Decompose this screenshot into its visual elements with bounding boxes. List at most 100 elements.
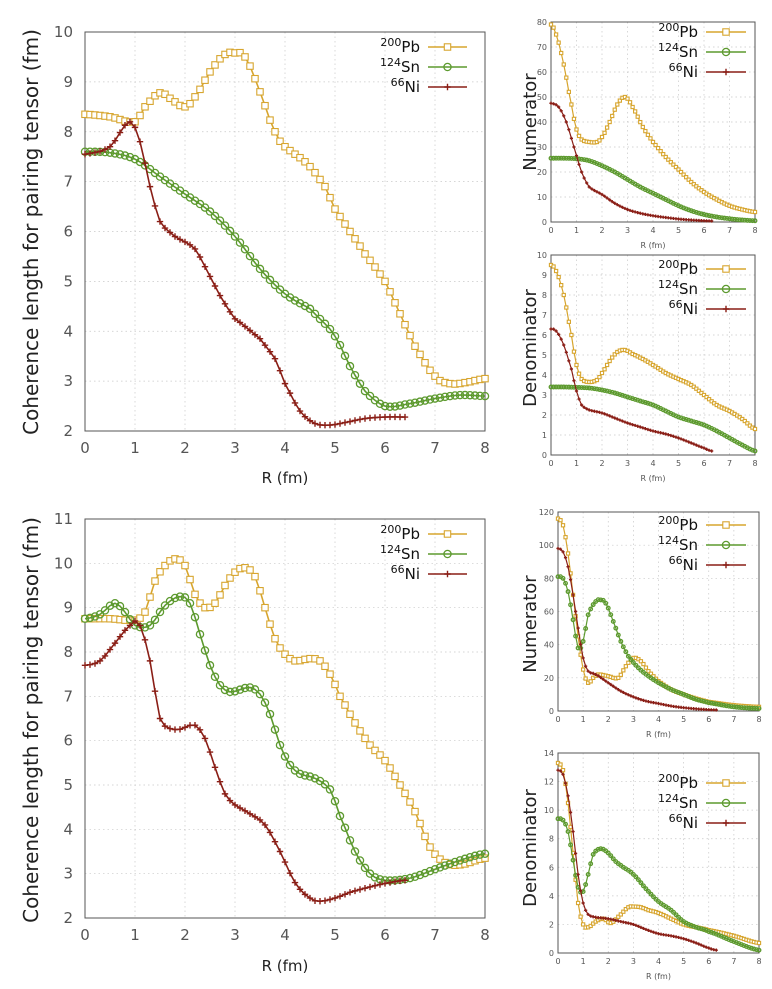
data-point	[697, 444, 701, 448]
data-point	[553, 384, 559, 390]
data-point	[597, 191, 602, 195]
data-point	[588, 606, 594, 612]
data-point	[583, 676, 588, 681]
data-point	[588, 861, 594, 867]
data-point	[562, 343, 566, 347]
data-point	[721, 702, 727, 708]
data-point	[216, 292, 224, 299]
data-point	[580, 922, 586, 927]
data-point	[570, 857, 576, 863]
y-tick-label: 10	[537, 193, 547, 202]
data-point	[226, 308, 234, 315]
series-200Pb	[548, 22, 758, 215]
data-point	[699, 445, 704, 449]
x-tick-label: 7	[731, 715, 736, 724]
data-point	[85, 613, 95, 623]
legend-mass: 124	[658, 534, 679, 547]
data-point	[86, 661, 94, 668]
data-point	[699, 211, 704, 217]
data-point	[161, 722, 169, 730]
data-point	[310, 774, 320, 783]
y-axis-label: Numerator	[520, 575, 541, 673]
data-point	[584, 664, 588, 668]
data-point	[580, 667, 586, 672]
data-point	[559, 50, 564, 56]
data-point	[565, 829, 571, 835]
data-point	[756, 947, 762, 953]
data-point	[220, 685, 230, 695]
data-point	[731, 939, 737, 945]
data-point	[445, 859, 455, 869]
data-point	[640, 399, 646, 405]
data-point	[608, 414, 612, 418]
data-point	[421, 832, 429, 841]
data-point	[435, 393, 445, 402]
data-point	[568, 578, 573, 582]
legend-marker	[721, 798, 731, 808]
data-point	[559, 337, 563, 341]
data-point	[311, 168, 319, 177]
y-tick-label: 3	[542, 391, 547, 400]
data-point	[621, 909, 626, 914]
data-point	[480, 391, 490, 401]
panel-top-denominator: 0 1 2 3 4 5 6 7 8 0 1 2 3 4 5 6 7 8 9 10 R (fm) Denominator 20…	[520, 251, 758, 483]
data-point	[116, 129, 124, 136]
data-point	[551, 155, 556, 161]
data-point	[635, 877, 641, 883]
data-point	[296, 407, 304, 415]
data-point	[185, 598, 195, 608]
data-point	[360, 386, 370, 396]
data-point	[565, 589, 571, 595]
x-tick-label: 5	[330, 439, 340, 457]
data-point	[569, 332, 574, 338]
data-point	[582, 405, 586, 410]
data-point	[141, 608, 149, 616]
data-point	[558, 518, 563, 523]
data-point	[595, 190, 599, 194]
data-point	[694, 443, 698, 447]
data-point	[551, 102, 556, 106]
y-tick-label: 0	[549, 707, 554, 716]
data-point	[180, 593, 190, 602]
data-point	[568, 824, 573, 830]
legend-label: 124Sn	[658, 534, 698, 554]
data-point	[630, 104, 635, 110]
legend-label: 66Ni	[391, 76, 420, 96]
data-point	[707, 448, 711, 452]
data-point	[681, 172, 686, 177]
data-point	[597, 374, 602, 380]
data-point	[563, 580, 568, 586]
data-point	[300, 771, 310, 780]
data-point	[115, 150, 125, 159]
y-tick-label: 7	[542, 311, 547, 320]
x-tick-label: 2	[606, 957, 611, 966]
data-point	[678, 690, 684, 696]
data-point	[350, 847, 360, 856]
data-point	[556, 384, 562, 390]
data-point	[610, 619, 616, 624]
data-point	[699, 943, 703, 947]
data-point	[391, 878, 399, 885]
y-tick-label: 120	[539, 508, 554, 517]
data-point	[602, 194, 607, 198]
data-point	[691, 419, 697, 425]
data-point	[405, 399, 415, 408]
legend-label: 124Sn	[380, 543, 420, 563]
data-point	[251, 331, 259, 338]
data-point	[650, 139, 656, 145]
y-tick-label: 9	[63, 73, 73, 91]
x-tick-label: 7	[727, 226, 732, 235]
data-point	[578, 914, 583, 919]
data-point	[460, 390, 470, 400]
data-point	[146, 97, 154, 105]
data-point	[743, 944, 749, 949]
data-point	[713, 701, 719, 707]
data-point	[689, 441, 693, 445]
data-point	[612, 107, 617, 112]
x-tick-label: 7	[430, 926, 440, 944]
data-point	[604, 679, 608, 683]
data-point	[686, 417, 692, 423]
data-point	[210, 672, 220, 682]
data-point	[170, 593, 180, 603]
